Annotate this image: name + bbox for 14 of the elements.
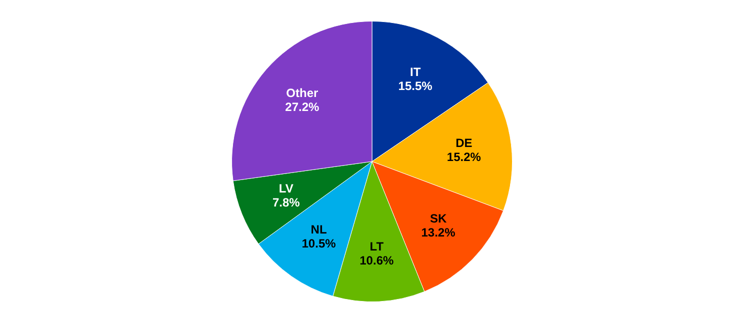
slice-label: NL xyxy=(310,222,327,237)
slice-label: Other xyxy=(286,86,319,100)
data-label: 15.2% xyxy=(446,150,482,164)
data-label: 27.2% xyxy=(285,100,320,114)
slice-label: SK xyxy=(430,211,447,226)
data-label: 13.2% xyxy=(421,225,456,240)
data-label: 10.6% xyxy=(360,253,394,268)
data-label: 15.5% xyxy=(398,79,433,94)
data-label: 10.5% xyxy=(302,236,336,251)
data-label: 7.8% xyxy=(272,195,300,210)
slice-label: IT xyxy=(410,65,422,80)
slice-label: LV xyxy=(278,181,294,196)
slice-label: LT xyxy=(370,239,384,254)
slice-label: DE xyxy=(456,136,472,150)
